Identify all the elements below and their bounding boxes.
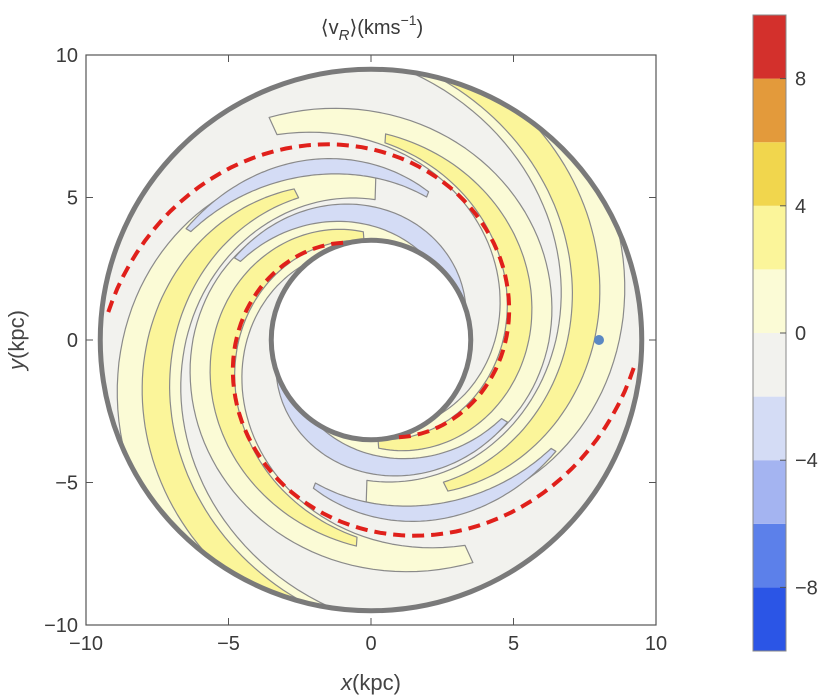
annulus-map bbox=[100, 69, 642, 611]
colorbar-band bbox=[753, 460, 786, 524]
x-tick-label: 0 bbox=[365, 633, 376, 655]
colorbar-tick-label: −4 bbox=[795, 450, 818, 472]
sun-marker bbox=[594, 335, 604, 345]
y-tick-label: 5 bbox=[67, 188, 78, 210]
chart-title: ⟨vR⟩(kms−1) bbox=[321, 12, 423, 44]
spiral-arm bbox=[105, 142, 512, 440]
colorbar-tick-label: 8 bbox=[795, 69, 806, 91]
y-axis-title: y(kpc) bbox=[4, 310, 29, 372]
spiral-arm bbox=[230, 240, 637, 538]
x-axis: −10 −5 0 5 10 bbox=[69, 55, 667, 655]
contour-band bbox=[185, 158, 430, 233]
x-tick-label: −5 bbox=[217, 633, 240, 655]
x-tick-label: −10 bbox=[69, 633, 103, 655]
colorbar-tick-label: −8 bbox=[795, 577, 818, 599]
colorbar-band bbox=[753, 587, 786, 651]
x-tick-label: 10 bbox=[645, 633, 667, 655]
colorbar-tick-label: 0 bbox=[795, 323, 806, 345]
spiral-arms bbox=[105, 142, 637, 538]
colorbar-band bbox=[753, 142, 786, 206]
inner-boundary bbox=[268, 237, 474, 443]
colorbar: 8 4 0 −4 −8 bbox=[752, 14, 818, 652]
x-axis-title: x(kpc) bbox=[340, 670, 401, 695]
contour-band bbox=[265, 69, 601, 492]
outer-boundary bbox=[97, 66, 645, 614]
y-axis: −10 −5 0 5 10 bbox=[44, 45, 656, 637]
y-tick-label: 10 bbox=[56, 45, 78, 67]
colorbar-band bbox=[753, 333, 786, 397]
y-tick-label: −5 bbox=[55, 473, 78, 495]
y-tick-label: 0 bbox=[67, 330, 78, 352]
colorbar-band bbox=[753, 205, 786, 270]
colorbar-tick-label: 4 bbox=[795, 196, 806, 218]
colorbar-band bbox=[753, 523, 786, 588]
y-tick-label: −10 bbox=[44, 615, 78, 637]
colorbar-band bbox=[753, 15, 786, 79]
colorbar-band bbox=[753, 396, 786, 461]
colorbar-band bbox=[753, 78, 786, 143]
colorbar-band bbox=[753, 269, 786, 333]
contour-band bbox=[141, 188, 477, 611]
x-tick-label: 5 bbox=[508, 633, 519, 655]
contour-band bbox=[312, 447, 557, 522]
